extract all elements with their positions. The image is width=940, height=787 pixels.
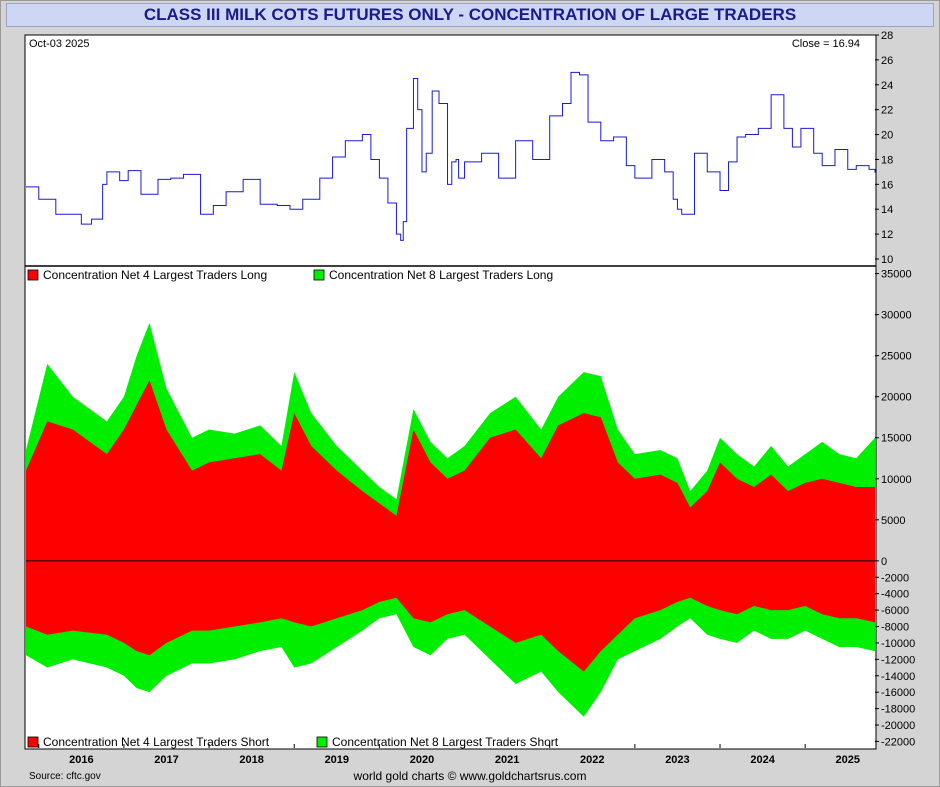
conc-ytick-label: -10000 <box>881 638 915 650</box>
concentration-panel: 35000 30000 25000 20000 15000 10000 5000 0 -2000… <box>26 268 915 766</box>
conc-ytick-label: -16000 <box>881 687 915 699</box>
price-ytick-label: 24 <box>881 80 893 92</box>
conc-ytick-label: -22000 <box>881 736 915 748</box>
xtick-label: 2025 <box>836 754 860 766</box>
price-ytick-label: 10 <box>881 254 893 266</box>
xtick-label: 2017 <box>154 754 178 766</box>
conc-ytick-label: -18000 <box>881 704 915 716</box>
credit-label: world gold charts © www.goldchartsrus.co… <box>353 769 587 783</box>
xtick-label: 2019 <box>325 754 349 766</box>
xtick-label: 2020 <box>410 754 434 766</box>
conc-ytick-label: 25000 <box>881 351 912 363</box>
net4-long-area <box>26 380 875 561</box>
price-ytick-label: 12 <box>881 229 893 241</box>
xtick-label: 2023 <box>665 754 689 766</box>
legend-label: Concentration Net 4 Largest Traders Long <box>43 268 267 282</box>
conc-ytick-label: -8000 <box>881 622 909 634</box>
price-line <box>26 71 876 241</box>
price-panel: 28 26 24 22 20 18 16 14 12 10 <box>26 30 893 266</box>
conc-ytick-label: 10000 <box>881 474 912 486</box>
chart-title: CLASS III MILK COTS FUTURES ONLY - CONCE… <box>6 3 934 27</box>
xtick-label: 2018 <box>239 754 263 766</box>
conc-ytick-label: 5000 <box>881 515 905 527</box>
legend-swatch <box>316 736 328 748</box>
conc-ytick-label: -12000 <box>881 654 915 666</box>
conc-ytick-label: -6000 <box>881 605 909 617</box>
legend-label: Concentration Net 8 Largest Traders Long <box>329 268 553 282</box>
price-ytick-label: 20 <box>881 130 893 142</box>
date-label: Oct-03 2025 <box>29 38 90 50</box>
legend-swatch <box>313 269 325 281</box>
xtick-label: 2024 <box>750 754 775 766</box>
legend-swatch <box>27 736 39 748</box>
legend-label: Concentration Net 4 Largest Traders Shor… <box>43 735 270 749</box>
conc-ytick-label: 35000 <box>881 269 912 281</box>
conc-ytick-label: 20000 <box>881 392 912 404</box>
xtick-label: 2022 <box>580 754 604 766</box>
conc-ytick-label: -2000 <box>881 572 909 584</box>
conc-ytick-label: 30000 <box>881 310 912 322</box>
price-ytick-label: 22 <box>881 105 893 117</box>
xtick-label: 2021 <box>495 754 519 766</box>
conc-ytick-label: -4000 <box>881 589 909 601</box>
source-label: Source: cftc.gov <box>29 771 101 782</box>
net4-short-area <box>26 560 875 672</box>
xtick-label: 2016 <box>69 754 93 766</box>
conc-ytick-label: 15000 <box>881 433 912 445</box>
price-ytick-label: 28 <box>881 30 893 42</box>
conc-ytick-label: -14000 <box>881 671 915 683</box>
conc-ytick-label: 0 <box>881 556 887 568</box>
price-ytick-label: 26 <box>881 55 893 67</box>
legend-label: Concentration Net 8 Largest Traders Shor… <box>332 735 559 749</box>
conc-ytick-label: -20000 <box>881 720 915 732</box>
price-ytick-label: 14 <box>881 204 893 216</box>
legend-swatch <box>27 269 39 281</box>
close-label: Close = 16.94 <box>792 38 860 50</box>
price-ytick-label: 18 <box>881 154 893 166</box>
price-ytick-label: 16 <box>881 179 893 191</box>
